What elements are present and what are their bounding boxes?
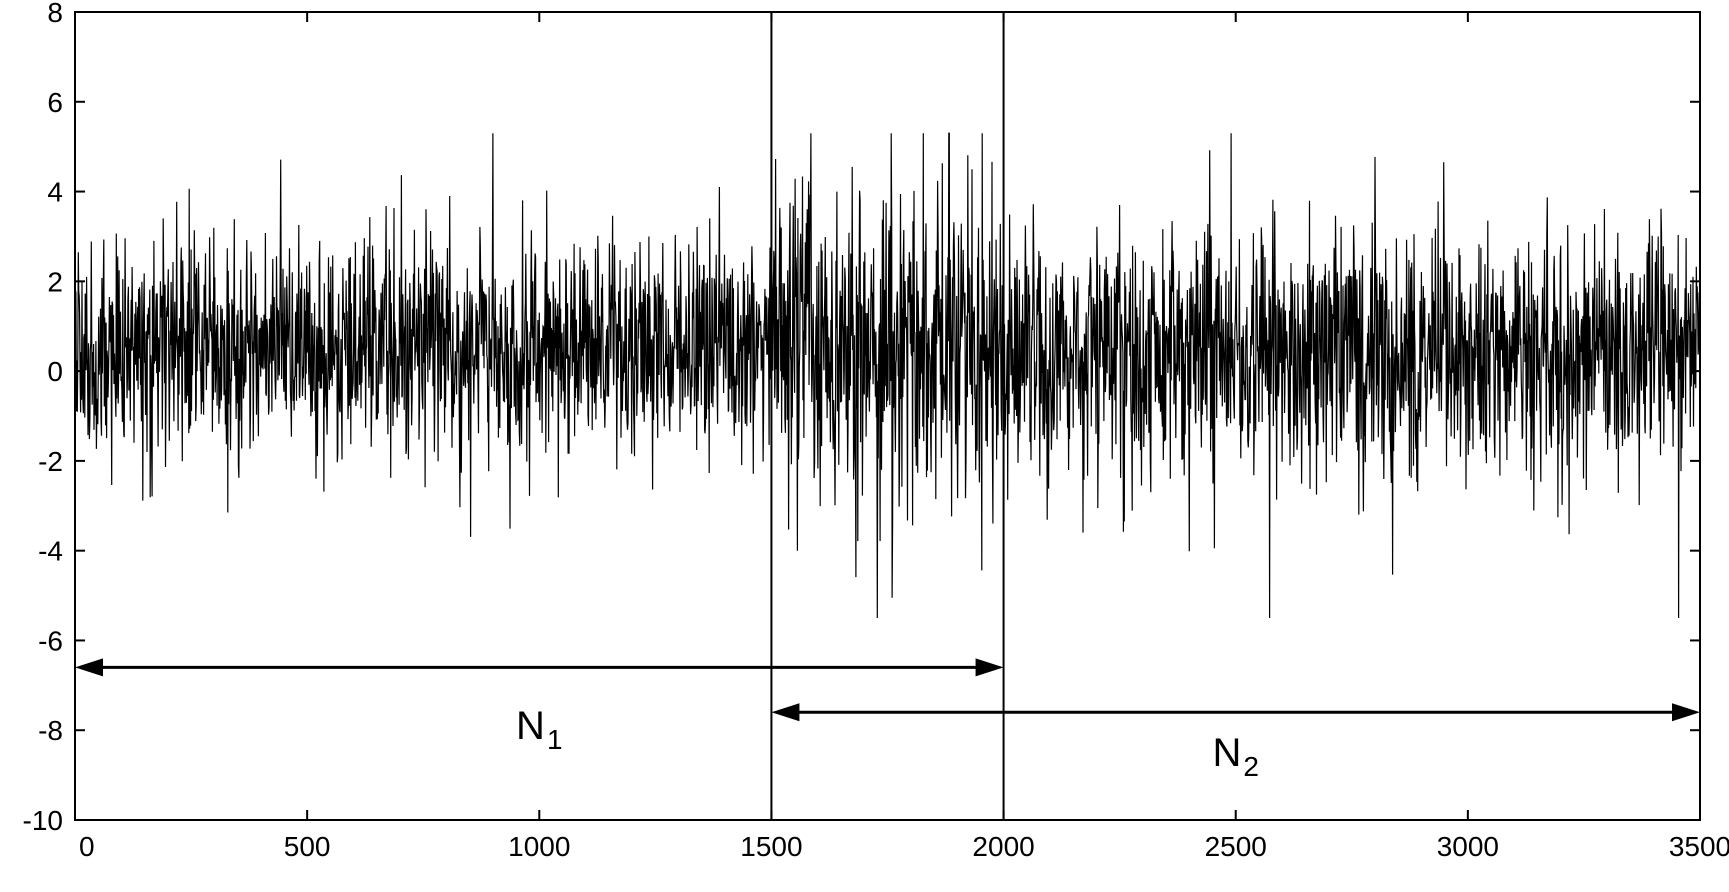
x-tick-label: 3500 [1669, 831, 1729, 862]
signal-chart: 0 500 1000 1500 2000 2500 3000 3500 -10 -8 -6 -4 -2… [0, 0, 1729, 892]
annotation-label: N1 [516, 704, 562, 755]
annotation-label: N2 [1212, 731, 1258, 782]
arrow-left-head [771, 703, 799, 721]
y-tick-label: -6 [38, 625, 63, 656]
x-tick-label: 3000 [1437, 831, 1499, 862]
x-tick-label: 2000 [972, 831, 1034, 862]
x-tick-label: 0 [79, 831, 95, 862]
y-tick-label: 6 [47, 87, 63, 118]
y-tick-label: -8 [38, 715, 63, 746]
annotation-label-base: N [1212, 731, 1241, 775]
y-tick-label: 4 [47, 177, 63, 208]
y-tick-label: -2 [38, 446, 63, 477]
y-tick-label: -4 [38, 536, 63, 567]
annotation-label-sub: 2 [1243, 751, 1259, 782]
y-tick-label: 0 [47, 356, 63, 387]
vertical-markers [771, 12, 1003, 820]
annotation-label-base: N [516, 704, 545, 748]
arrow-left-head [75, 658, 103, 676]
x-tick-label: 1500 [740, 831, 802, 862]
annotation-label-sub: 1 [547, 724, 563, 755]
plot-box [75, 12, 1700, 820]
x-tick-label: 2500 [1205, 831, 1267, 862]
arrow-right-head [1672, 703, 1700, 721]
y-tick-label: -10 [23, 805, 63, 836]
arrow-right-head [976, 658, 1004, 676]
signal-trace [75, 133, 1700, 618]
annotation-N2: N2 [771, 703, 1700, 782]
y-tick-label: 8 [47, 0, 63, 28]
x-tick-label: 1000 [508, 831, 570, 862]
x-tick-label: 500 [284, 831, 331, 862]
annotations: N1N2 [75, 658, 1700, 782]
y-tick-label: 2 [47, 266, 63, 297]
annotation-N1: N1 [75, 658, 1004, 755]
